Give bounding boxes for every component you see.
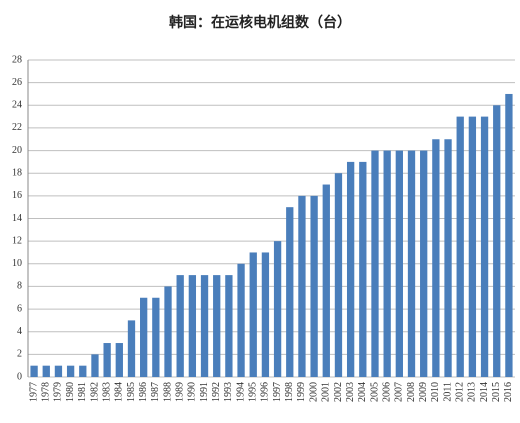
bar <box>298 195 306 377</box>
bar <box>140 297 148 377</box>
bar <box>432 139 440 377</box>
bar <box>66 365 75 377</box>
bar <box>480 116 489 377</box>
x-tick-label: 1986 <box>138 382 149 402</box>
bar <box>200 275 209 377</box>
x-tick-label: 1996 <box>260 382 271 402</box>
x-tick-label: 1994 <box>235 382 246 402</box>
x-tick-label: 2010 <box>430 382 441 402</box>
x-tick-label: 1982 <box>89 382 100 402</box>
bar <box>213 275 221 377</box>
bar <box>493 105 501 378</box>
bar <box>79 365 87 377</box>
x-tick-label: 1978 <box>41 382 52 402</box>
y-tick-label: 18 <box>12 168 22 179</box>
x-tick-label: 1988 <box>162 382 173 402</box>
x-tick-label: 2001 <box>321 382 332 402</box>
x-tick-label: 1989 <box>174 382 185 402</box>
y-tick-label: 24 <box>12 100 22 111</box>
bar <box>468 116 477 377</box>
bar <box>54 365 63 377</box>
x-tick-label: 1990 <box>187 382 198 402</box>
bar <box>383 150 391 377</box>
x-tick-label: 2006 <box>381 382 392 402</box>
x-tick-label: 2002 <box>333 382 344 402</box>
bar <box>322 184 330 377</box>
bar <box>103 343 111 377</box>
x-tick-label: 2014 <box>479 382 490 402</box>
x-tick-label: 2012 <box>455 382 466 402</box>
chart-title: 韩国：在运核电机组数（台） <box>169 14 351 31</box>
x-tick-label: 2004 <box>357 382 368 402</box>
y-tick-label: 4 <box>17 326 22 337</box>
x-tick-label: 1987 <box>150 382 161 402</box>
bar <box>127 320 136 377</box>
y-tick-label: 28 <box>12 54 22 65</box>
bar <box>310 195 318 377</box>
bar <box>273 241 282 377</box>
bar <box>249 252 257 377</box>
x-tick-label: 1998 <box>284 382 295 402</box>
bar <box>420 150 428 377</box>
y-tick-label: 20 <box>12 145 22 156</box>
bar <box>505 93 513 377</box>
y-tick-label: 10 <box>12 258 22 269</box>
x-tick-label: 1995 <box>248 382 259 402</box>
x-tick-label: 1977 <box>28 382 39 402</box>
x-tick-label: 1984 <box>114 382 125 402</box>
y-tick-label: 0 <box>17 371 22 382</box>
y-tick-label: 2 <box>17 349 22 360</box>
y-tick-label: 6 <box>17 303 22 314</box>
bar <box>371 150 379 377</box>
bar <box>237 263 245 377</box>
y-tick-label: 12 <box>12 235 22 246</box>
bar <box>444 139 452 377</box>
bar <box>152 297 160 377</box>
bar <box>188 275 197 377</box>
bar <box>407 150 416 377</box>
x-tick-label: 2003 <box>345 382 356 402</box>
x-tick-label: 1999 <box>296 382 307 402</box>
x-tick-label: 2008 <box>406 382 417 402</box>
bar <box>456 116 464 377</box>
bar <box>346 161 355 377</box>
x-tick-label: 2011 <box>442 382 453 402</box>
x-tick-label: 2000 <box>308 382 319 402</box>
bar <box>91 354 99 377</box>
x-tick-label: 2005 <box>369 382 380 402</box>
x-tick-label: 2016 <box>503 382 514 402</box>
x-tick-label: 1993 <box>223 382 234 402</box>
x-tick-label: 1983 <box>101 382 112 402</box>
x-tick-label: 1981 <box>77 382 88 402</box>
x-tick-label: 1980 <box>65 382 76 402</box>
y-tick-label: 8 <box>17 281 22 292</box>
bar <box>261 252 270 377</box>
x-tick-label: 1997 <box>272 382 283 402</box>
y-tick-label: 22 <box>12 122 22 133</box>
bar <box>115 343 123 377</box>
bar <box>334 173 343 377</box>
bar <box>286 207 294 377</box>
x-tick-label: 2013 <box>467 382 478 402</box>
x-tick-label: 2007 <box>394 382 405 402</box>
y-tick-label: 14 <box>12 213 22 224</box>
bar <box>42 365 50 377</box>
x-tick-label: 1991 <box>199 382 210 402</box>
bar <box>395 150 403 377</box>
bar <box>30 365 38 377</box>
bar <box>176 275 184 377</box>
x-tick-label: 1985 <box>126 382 137 402</box>
bar <box>164 286 172 377</box>
x-tick-label: 2015 <box>491 382 502 402</box>
bar <box>225 275 233 377</box>
bar <box>359 161 367 377</box>
y-tick-label: 16 <box>12 190 22 201</box>
x-tick-label: 1992 <box>211 382 222 402</box>
y-tick-label: 26 <box>12 77 22 88</box>
x-tick-label: 2009 <box>418 382 429 402</box>
x-tick-label: 1979 <box>53 382 64 402</box>
